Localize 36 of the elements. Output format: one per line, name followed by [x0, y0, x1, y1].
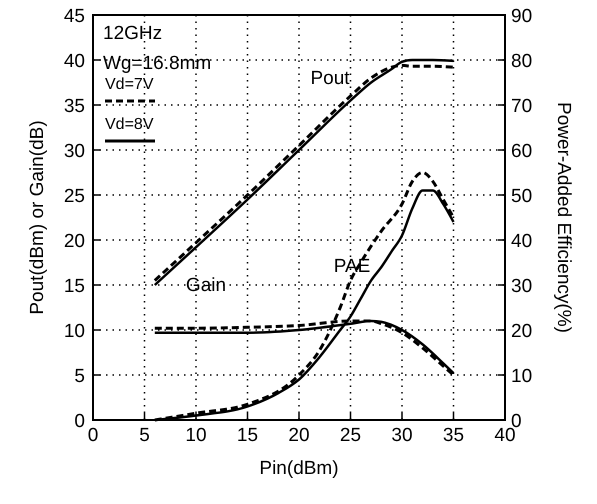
text: Vd=7V [105, 76, 154, 93]
y-tick-label: 40 [64, 51, 85, 72]
y2-tick-label: 90 [511, 6, 532, 27]
annotation: 12GHz [103, 23, 162, 44]
x-axis-title: Pin(dBm) [259, 458, 339, 479]
x-tick-label: 30 [391, 425, 413, 446]
y2-tick-label: 60 [511, 141, 532, 162]
y-tick-label: 10 [64, 321, 85, 342]
x-tick-label: 15 [236, 425, 258, 446]
y-tick-label: 20 [64, 231, 85, 252]
y2-tick-label: 10 [511, 366, 532, 387]
x-tick-label: 0 [88, 425, 98, 446]
y-tick-label: 15 [64, 276, 85, 297]
y2-tick-label: 40 [511, 231, 532, 252]
y2-tick-label: 80 [511, 51, 532, 72]
y2-tick-label: 20 [511, 321, 532, 342]
y-tick-label: 45 [64, 6, 85, 27]
y-axis-title: Pout(dBm) or Gain(dB) [27, 120, 48, 315]
x-tick-label: 25 [340, 425, 362, 446]
x-tick-label: 35 [442, 425, 464, 446]
annotation: Wg=16.8mm [103, 53, 212, 74]
y-tick-label: 35 [64, 96, 85, 117]
y-tick-label: 0 [74, 411, 85, 432]
annotation: Pout [310, 68, 350, 89]
y-tick-label: 30 [64, 141, 85, 162]
y2-axis-title: Power-Added Efficiency(%) [553, 102, 574, 333]
x-tick-label: 20 [288, 425, 310, 446]
annotation: Gain [186, 275, 226, 296]
y-tick-label: 5 [74, 366, 85, 387]
y2-tick-label: 30 [511, 276, 532, 297]
y2-tick-label: 50 [511, 186, 532, 207]
y2-tick-label: 70 [511, 96, 532, 117]
y-tick-label: 25 [64, 186, 85, 207]
x-tick-label: 10 [185, 425, 207, 446]
text: Vd=8V [105, 116, 154, 133]
x-tick-label: 5 [139, 425, 150, 446]
